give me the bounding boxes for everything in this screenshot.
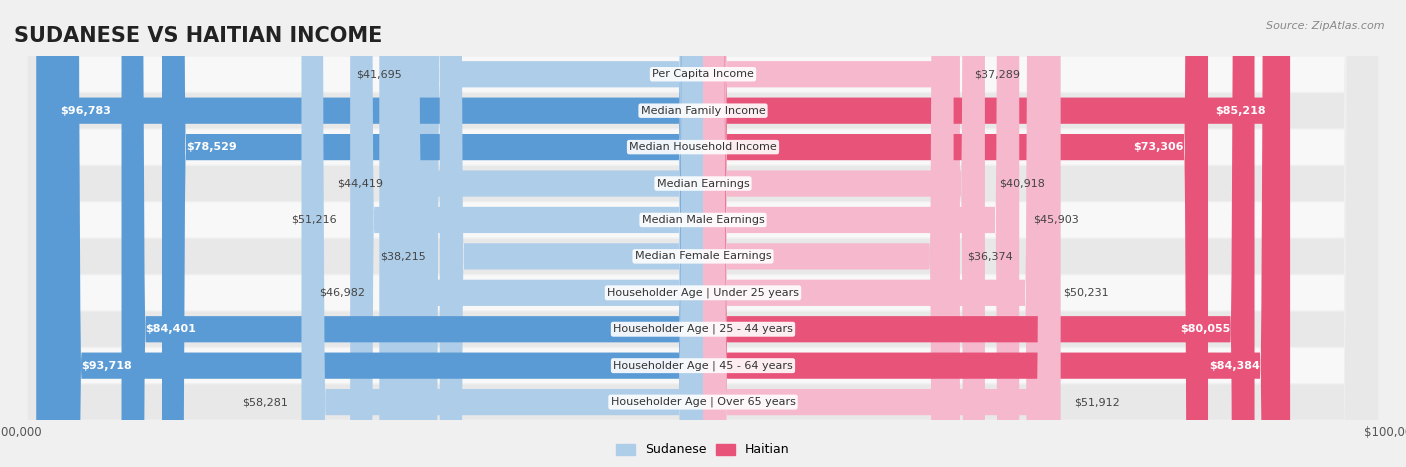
FancyBboxPatch shape xyxy=(28,0,1378,467)
Text: Median Earnings: Median Earnings xyxy=(657,178,749,189)
FancyBboxPatch shape xyxy=(380,0,703,467)
Text: $41,695: $41,695 xyxy=(356,69,402,79)
FancyBboxPatch shape xyxy=(703,0,1019,467)
FancyBboxPatch shape xyxy=(28,0,1378,467)
Text: $78,529: $78,529 xyxy=(186,142,236,152)
Text: $51,216: $51,216 xyxy=(291,215,336,225)
Text: $73,306: $73,306 xyxy=(1133,142,1184,152)
FancyBboxPatch shape xyxy=(703,0,960,467)
FancyBboxPatch shape xyxy=(703,0,984,467)
FancyBboxPatch shape xyxy=(703,0,1291,467)
FancyBboxPatch shape xyxy=(440,0,703,467)
FancyBboxPatch shape xyxy=(703,0,1060,467)
Text: $45,903: $45,903 xyxy=(1033,215,1078,225)
Text: Householder Age | 45 - 64 years: Householder Age | 45 - 64 years xyxy=(613,361,793,371)
Text: $84,384: $84,384 xyxy=(1209,361,1260,371)
Text: SUDANESE VS HAITIAN INCOME: SUDANESE VS HAITIAN INCOME xyxy=(14,26,382,46)
FancyBboxPatch shape xyxy=(350,0,703,467)
Text: $85,218: $85,218 xyxy=(1215,106,1265,116)
Text: Median Family Income: Median Family Income xyxy=(641,106,765,116)
Text: $50,231: $50,231 xyxy=(1063,288,1108,298)
Text: $36,374: $36,374 xyxy=(967,251,1014,262)
Text: Per Capita Income: Per Capita Income xyxy=(652,69,754,79)
FancyBboxPatch shape xyxy=(28,0,1378,467)
FancyBboxPatch shape xyxy=(396,0,703,467)
Text: Median Male Earnings: Median Male Earnings xyxy=(641,215,765,225)
Text: $38,215: $38,215 xyxy=(380,251,426,262)
Text: Householder Age | 25 - 44 years: Householder Age | 25 - 44 years xyxy=(613,324,793,334)
FancyBboxPatch shape xyxy=(162,0,703,467)
Text: $80,055: $80,055 xyxy=(1180,324,1230,334)
FancyBboxPatch shape xyxy=(416,0,703,467)
Text: $40,918: $40,918 xyxy=(998,178,1045,189)
Text: $93,718: $93,718 xyxy=(82,361,132,371)
FancyBboxPatch shape xyxy=(703,0,953,467)
Text: $51,912: $51,912 xyxy=(1074,397,1121,407)
Text: $46,982: $46,982 xyxy=(319,288,366,298)
Text: Householder Age | Over 65 years: Householder Age | Over 65 years xyxy=(610,397,796,407)
Text: $84,401: $84,401 xyxy=(146,324,197,334)
Text: Householder Age | Under 25 years: Householder Age | Under 25 years xyxy=(607,288,799,298)
FancyBboxPatch shape xyxy=(28,0,1378,467)
FancyBboxPatch shape xyxy=(28,0,1378,467)
FancyBboxPatch shape xyxy=(28,0,1378,467)
FancyBboxPatch shape xyxy=(28,0,1378,467)
FancyBboxPatch shape xyxy=(121,0,703,467)
Text: Median Household Income: Median Household Income xyxy=(628,142,778,152)
FancyBboxPatch shape xyxy=(703,0,1284,467)
FancyBboxPatch shape xyxy=(703,0,1254,467)
Text: $37,289: $37,289 xyxy=(974,69,1019,79)
Text: $44,419: $44,419 xyxy=(337,178,384,189)
FancyBboxPatch shape xyxy=(703,0,1208,467)
FancyBboxPatch shape xyxy=(58,0,703,467)
Legend: Sudanese, Haitian: Sudanese, Haitian xyxy=(612,439,794,461)
Text: Source: ZipAtlas.com: Source: ZipAtlas.com xyxy=(1267,21,1385,31)
FancyBboxPatch shape xyxy=(28,0,1378,467)
FancyBboxPatch shape xyxy=(28,0,1378,467)
Text: $96,783: $96,783 xyxy=(60,106,111,116)
Text: Median Female Earnings: Median Female Earnings xyxy=(634,251,772,262)
FancyBboxPatch shape xyxy=(37,0,703,467)
FancyBboxPatch shape xyxy=(28,0,1378,467)
FancyBboxPatch shape xyxy=(703,0,1049,467)
FancyBboxPatch shape xyxy=(301,0,703,467)
Text: $58,281: $58,281 xyxy=(242,397,288,407)
